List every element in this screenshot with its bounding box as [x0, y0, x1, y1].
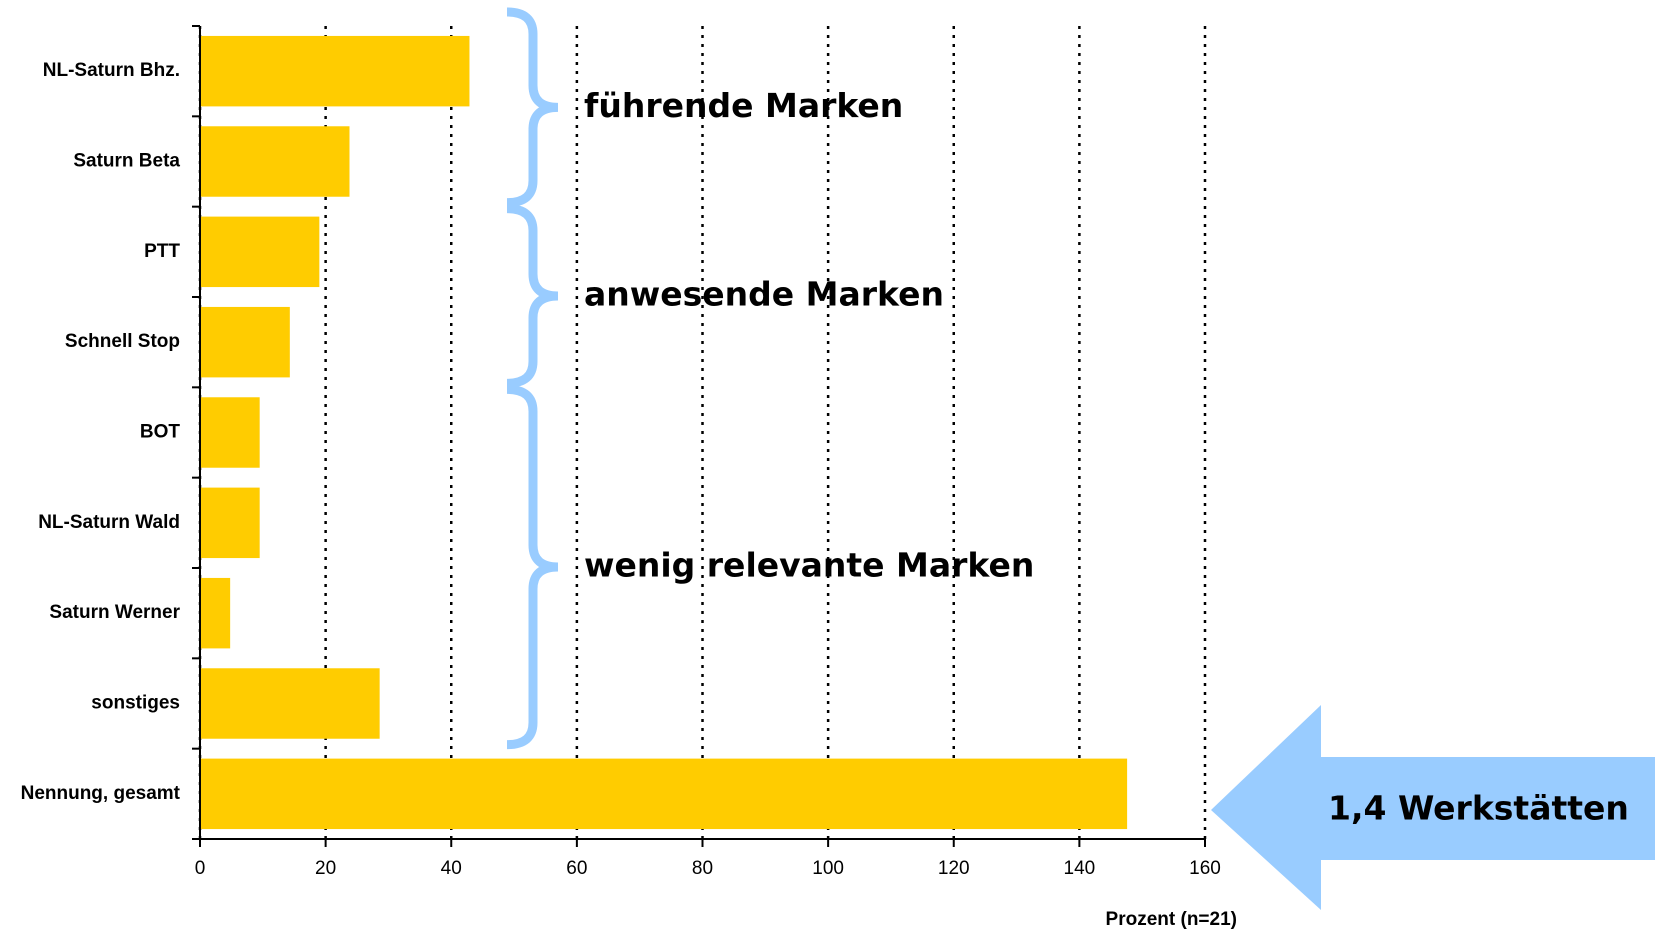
bar [200, 668, 380, 739]
bar [200, 35, 470, 107]
x-axis-title: Prozent (n=21) [1106, 909, 1237, 930]
bar [200, 306, 290, 378]
bar [200, 397, 260, 468]
brace [506, 384, 559, 750]
bar [200, 577, 231, 649]
x-tick-label: 0 [195, 858, 206, 879]
y-tick-label: NL-Saturn Bhz. [43, 60, 180, 81]
bar [200, 758, 1128, 830]
x-tick-label: 80 [692, 858, 713, 879]
x-tick-label: 100 [812, 858, 844, 879]
x-tick-label: 160 [1189, 858, 1221, 879]
annotation: anwesende Marken [584, 275, 944, 314]
y-tick-label: BOT [140, 422, 181, 443]
y-tick-label: Saturn Beta [73, 151, 180, 172]
bar [200, 126, 350, 197]
x-tick-label: 140 [1064, 858, 1096, 879]
callout-text: 1,4 Werkstätten [1328, 789, 1629, 828]
y-tick-label: sonstiges [91, 693, 180, 714]
y-tick-label: PTT [144, 241, 180, 262]
brace [506, 204, 559, 388]
x-tick-label: 20 [315, 858, 336, 879]
x-tick-label: 40 [441, 858, 462, 879]
y-tick-label: Nennung, gesamt [21, 783, 181, 804]
callout-arrow [1211, 705, 1655, 910]
bar [200, 487, 260, 559]
bar [200, 216, 320, 288]
brace [506, 7, 559, 208]
x-tick-label: 60 [566, 858, 587, 879]
y-tick-label: Schnell Stop [65, 331, 180, 352]
annotation: führende Marken [584, 86, 903, 125]
y-tick-label: Saturn Werner [49, 602, 180, 623]
x-tick-label: 120 [938, 858, 970, 879]
annotation: wenig relevante Marken [584, 546, 1034, 585]
y-tick-label: NL-Saturn Wald [38, 512, 180, 533]
